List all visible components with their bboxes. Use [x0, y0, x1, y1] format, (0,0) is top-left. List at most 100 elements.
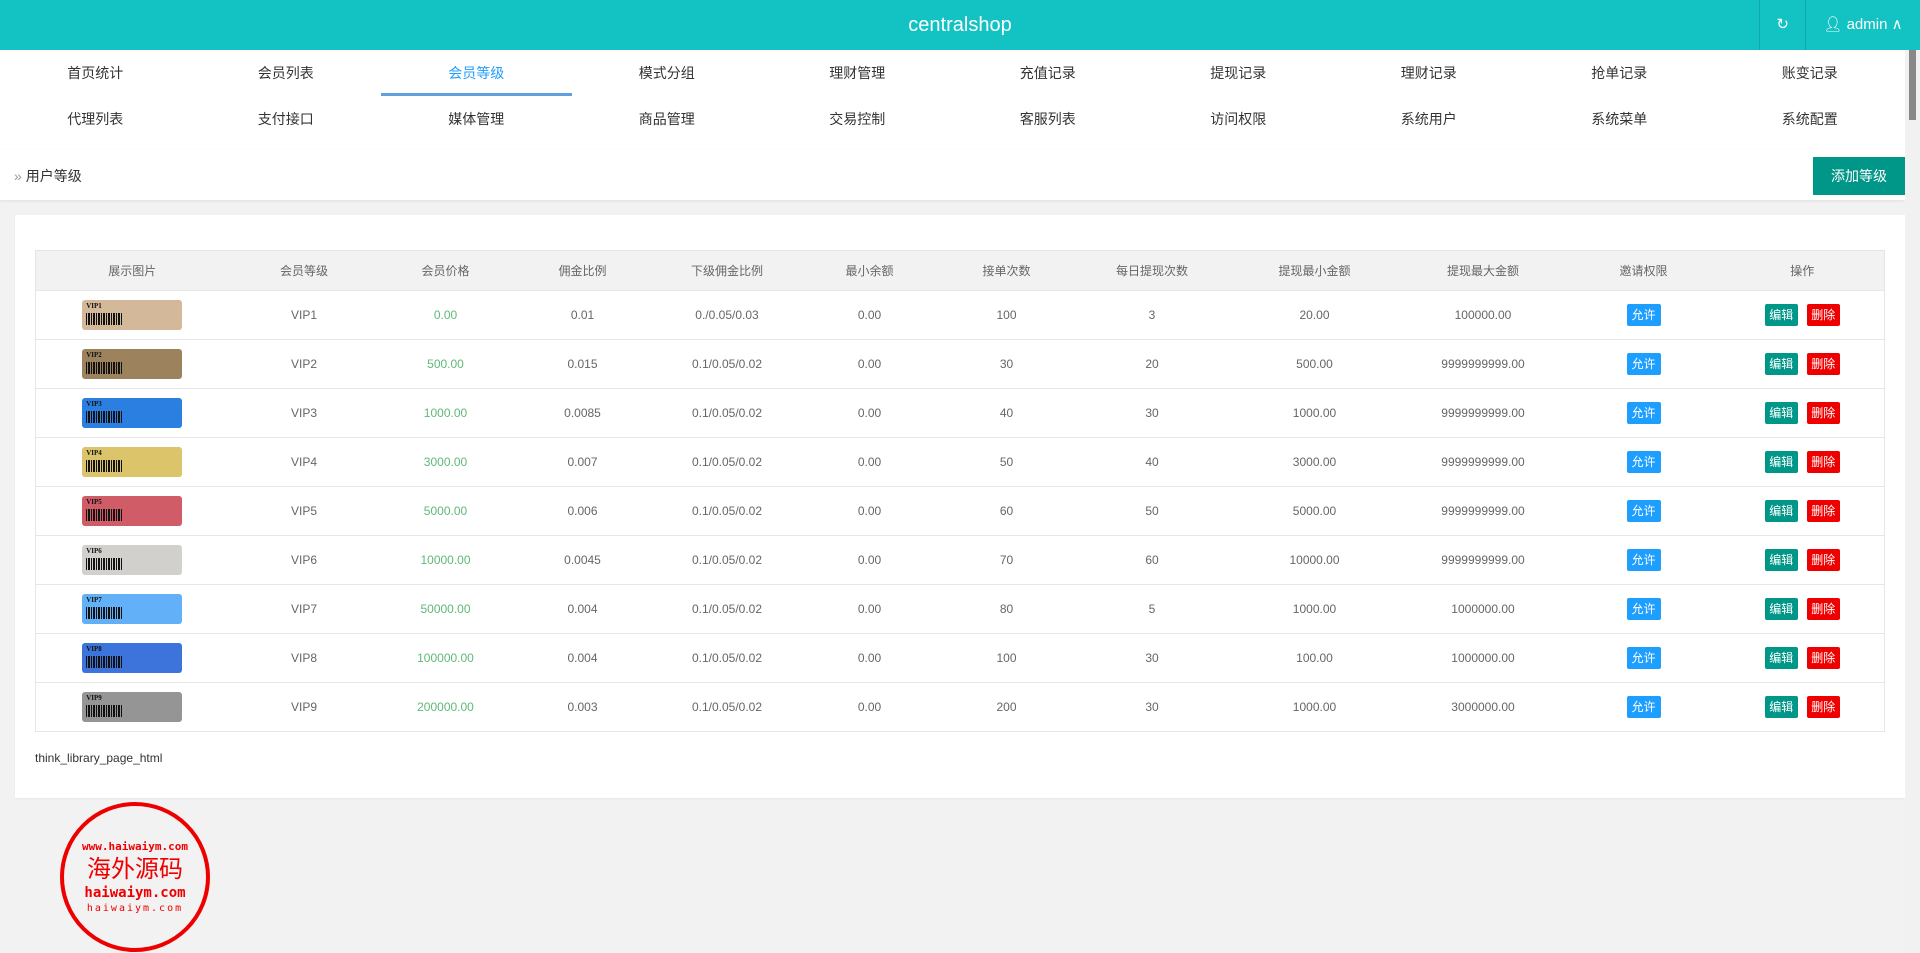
withdraw-min-cell: 3000.00 [1229, 437, 1400, 487]
watermark-bottom-text: haiwaiym.com [86, 902, 184, 914]
price-cell: 1000.00 [379, 388, 512, 438]
actions-cell: 编辑 删除 [1720, 486, 1885, 536]
allow-button[interactable]: 允许 [1626, 598, 1661, 620]
refresh-button[interactable]: ↻ [1759, 0, 1805, 50]
price-cell: 0.00 [379, 290, 512, 340]
table-header: 展示图片 会员等级 会员价格 佣金比例 下级佣金比例 最小余额 接单次数 每日提现次数 提现最小… [35, 250, 1885, 291]
withdraw-min-cell: 100.00 [1229, 633, 1400, 683]
nav-item[interactable]: 抢单记录 [1591, 65, 1648, 81]
invite-cell: 允许 [1566, 633, 1721, 683]
edit-button[interactable]: 编辑 [1764, 451, 1798, 473]
allow-button[interactable]: 允许 [1626, 402, 1661, 424]
edit-button[interactable]: 编辑 [1764, 304, 1798, 326]
column-header: 提现最小金额 [1229, 250, 1400, 291]
app-title: centralshop [908, 14, 1012, 36]
orders-cell: 200 [938, 682, 1075, 732]
price-cell: 200000.00 [379, 682, 512, 732]
nav-item[interactable]: 理财记录 [1400, 65, 1457, 81]
commission-cell: 0.0085 [511, 388, 654, 438]
delete-button[interactable]: 删除 [1806, 402, 1840, 424]
column-header: 会员等级 [228, 250, 380, 291]
delete-button[interactable]: 删除 [1806, 451, 1840, 473]
column-header: 操作 [1720, 250, 1885, 291]
delete-button[interactable]: 删除 [1806, 696, 1840, 718]
actions-cell: 编辑 删除 [1720, 437, 1885, 487]
nav-item[interactable]: 会员等级 [381, 50, 572, 96]
barcode-graphic [86, 705, 123, 717]
delete-button[interactable]: 删除 [1806, 500, 1840, 522]
orders-cell: 30 [938, 339, 1075, 389]
edit-button[interactable]: 编辑 [1764, 353, 1798, 375]
nav-item[interactable]: 理财管理 [829, 65, 886, 81]
edit-button[interactable]: 编辑 [1764, 647, 1798, 669]
level-table: 展示图片 会员等级 会员价格 佣金比例 下级佣金比例 最小余额 接单次数 每日提现次数 提现最小… [35, 250, 1885, 732]
nav-item[interactable]: 充值记录 [1019, 65, 1076, 81]
allow-button[interactable]: 允许 [1626, 500, 1661, 522]
scrollbar-thumb[interactable] [1909, 50, 1916, 120]
edit-button[interactable]: 编辑 [1764, 598, 1798, 620]
delete-button[interactable]: 删除 [1806, 598, 1840, 620]
allow-button[interactable]: 允许 [1626, 549, 1661, 571]
actions-cell: 编辑 删除 [1720, 682, 1885, 732]
vip-card-image: VIP6 [82, 545, 183, 575]
add-level-button[interactable]: 添加等级 [1813, 157, 1905, 195]
edit-button[interactable]: 编辑 [1764, 402, 1798, 424]
min-balance-cell: 0.00 [800, 339, 939, 389]
withdraw-max-cell: 100000.00 [1399, 290, 1567, 340]
user-menu[interactable]: 👤︎ admin ∧ [1805, 0, 1920, 50]
daily-withdrawals-cell: 30 [1074, 633, 1230, 683]
invite-cell: 允许 [1566, 584, 1721, 634]
edit-button[interactable]: 编辑 [1764, 549, 1798, 571]
nav-item[interactable]: 首页统计 [67, 65, 124, 81]
edit-button[interactable]: 编辑 [1764, 500, 1798, 522]
level-cell: VIP2 [228, 339, 380, 389]
delete-button[interactable]: 删除 [1806, 647, 1840, 669]
withdraw-max-cell: 1000000.00 [1399, 584, 1567, 634]
nav-item[interactable]: 客服列表 [1019, 111, 1076, 127]
price-cell: 50000.00 [379, 584, 512, 634]
column-header: 展示图片 [35, 250, 229, 291]
breadcrumb-label: 用户等级 [25, 168, 82, 184]
image-cell: VIP1 [35, 290, 229, 340]
allow-button[interactable]: 允许 [1626, 304, 1661, 326]
nav-item[interactable]: 系统菜单 [1591, 111, 1648, 127]
table-row: VIP8 VIP8 100000.00 0.004 0.1/0.05/0.02 0.00 1… [35, 633, 1885, 683]
image-cell: VIP7 [35, 584, 229, 634]
nav-item[interactable]: 代理列表 [67, 111, 124, 127]
delete-button[interactable]: 删除 [1806, 304, 1840, 326]
orders-cell: 50 [938, 437, 1075, 487]
commission-cell: 0.006 [511, 486, 654, 536]
scrollbar[interactable] [1905, 50, 1920, 953]
column-header: 最小余额 [800, 250, 939, 291]
allow-button[interactable]: 允许 [1626, 353, 1661, 375]
barcode-graphic [86, 558, 123, 570]
sub-commission-cell: 0.1/0.05/0.02 [653, 437, 801, 487]
nav-item[interactable]: 媒体管理 [448, 111, 505, 127]
allow-button[interactable]: 允许 [1626, 647, 1661, 669]
vip-card-image: VIP8 [82, 643, 183, 673]
table-row: VIP4 VIP4 3000.00 0.007 0.1/0.05/0.02 0.00 50 4… [35, 437, 1885, 487]
nav-item[interactable]: 交易控制 [829, 111, 886, 127]
nav-item[interactable]: 访问权限 [1210, 111, 1267, 127]
delete-button[interactable]: 删除 [1806, 549, 1840, 571]
nav-item[interactable]: 支付接口 [257, 111, 314, 127]
nav-item[interactable]: 账变记录 [1781, 65, 1838, 81]
price-cell: 3000.00 [379, 437, 512, 487]
watermark-top-text: www.haiwaiym.com [82, 839, 188, 853]
nav-item[interactable]: 系统用户 [1400, 111, 1457, 127]
withdraw-max-cell: 9999999999.00 [1399, 486, 1567, 536]
nav-item[interactable]: 会员列表 [257, 65, 314, 81]
allow-button[interactable]: 允许 [1626, 451, 1661, 473]
table-row: VIP1 VIP1 0.00 0.01 0./0.05/0.03 0.00 100 3 20.0… [35, 290, 1885, 340]
nav-item[interactable]: 模式分组 [638, 65, 695, 81]
edit-button[interactable]: 编辑 [1764, 696, 1798, 718]
nav-item[interactable]: 提现记录 [1210, 65, 1267, 81]
orders-cell: 80 [938, 584, 1075, 634]
delete-button[interactable]: 删除 [1806, 353, 1840, 375]
commission-cell: 0.004 [511, 633, 654, 683]
allow-button[interactable]: 允许 [1626, 696, 1661, 718]
vip-card-label: VIP1 [86, 302, 102, 310]
nav-item[interactable]: 系统配置 [1781, 111, 1838, 127]
withdraw-min-cell: 20.00 [1229, 290, 1400, 340]
nav-item[interactable]: 商品管理 [638, 111, 695, 127]
